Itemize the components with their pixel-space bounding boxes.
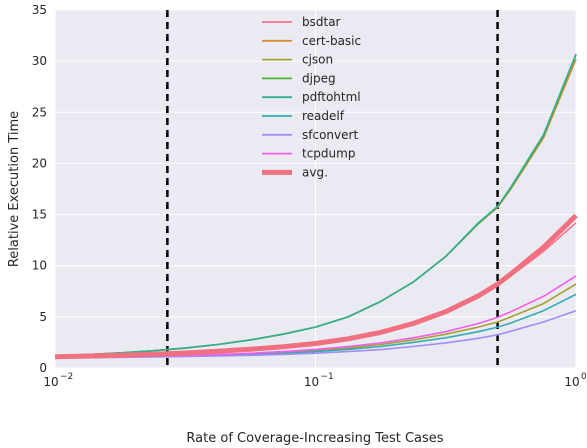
x-tick-exponent: −1 — [321, 372, 334, 382]
legend-item-tcpdump: tcpdump — [262, 147, 355, 161]
y-tick-label: 35 — [32, 3, 47, 17]
x-axis-label: Rate of Coverage-Increasing Test Cases — [186, 431, 443, 446]
x-axis-ticks: 10 −2 10 −1 10 0 — [43, 372, 587, 389]
series-line-avg- — [54, 213, 578, 360]
legend-label: sfconvert — [302, 128, 358, 142]
y-tick-label: 0 — [39, 361, 47, 375]
x-tick-base: 10 — [43, 375, 58, 389]
legend-label: pdftohtml — [302, 90, 361, 104]
legend-label: cert-basic — [302, 34, 361, 48]
y-axis-ticks: 0 5 10 15 20 25 30 35 — [32, 3, 47, 375]
y-axis-label: Relative Execution Time — [7, 111, 22, 267]
legend-label: readelf — [302, 109, 345, 123]
y-tick-label: 5 — [39, 310, 47, 324]
legend-label: bsdtar — [302, 15, 341, 29]
legend-label: tcpdump — [302, 147, 355, 161]
x-tick-exponent: −2 — [60, 372, 73, 382]
legend-item-bsdtar: bsdtar — [262, 15, 341, 29]
x-tick-label: 10 −1 — [304, 372, 334, 389]
x-tick-label: 10 −2 — [43, 372, 73, 389]
legend-label: cjson — [302, 53, 333, 67]
legend-item-avg-: avg. — [262, 165, 328, 179]
y-tick-label: 25 — [32, 105, 47, 119]
legend-label: avg. — [302, 165, 328, 179]
legend: bsdtar cert-basic cjson djpeg pdftohtml reade… — [262, 15, 361, 179]
series-layer — [54, 53, 578, 360]
legend-item-cert-basic: cert-basic — [262, 34, 361, 48]
legend-item-sfconvert: sfconvert — [262, 128, 358, 142]
legend-item-cjson: cjson — [262, 53, 333, 67]
legend-item-pdftohtml: pdftohtml — [262, 90, 361, 104]
x-tick-label: 10 0 — [564, 372, 587, 389]
legend-label: djpeg — [302, 71, 336, 85]
x-tick-exponent: 0 — [581, 372, 587, 382]
legend-item-readelf: readelf — [262, 109, 345, 123]
x-tick-base: 10 — [564, 375, 579, 389]
y-tick-label: 30 — [32, 54, 47, 68]
y-tick-label: 15 — [32, 208, 47, 222]
y-tick-label: 20 — [32, 156, 47, 170]
x-tick-base: 10 — [304, 375, 319, 389]
legend-item-djpeg: djpeg — [262, 71, 336, 85]
series-line-pdftohtml — [54, 53, 577, 357]
y-tick-label: 10 — [32, 259, 47, 273]
grid — [54, 9, 577, 369]
